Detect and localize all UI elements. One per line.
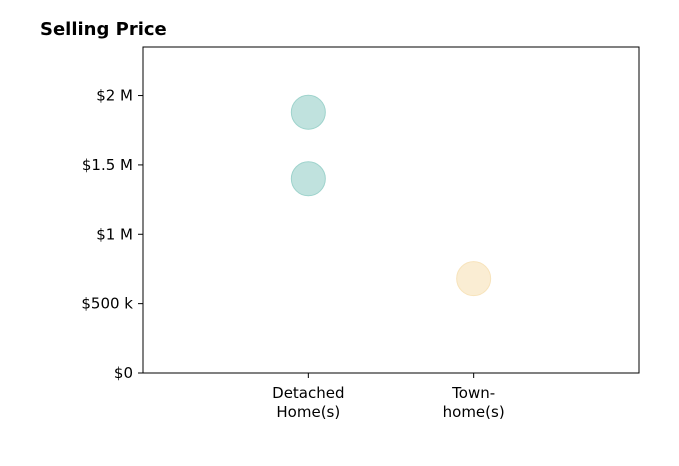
- scatter-point: [290, 94, 326, 130]
- y-axis: $0 $500 k $1 M $1.5 M $2 M: [81, 87, 143, 382]
- y-tick-label: $1.5 M: [82, 156, 133, 174]
- x-tick-label: Detached Home(s): [272, 384, 344, 421]
- x-axis: Detached Home(s) Town-home(s): [272, 373, 505, 421]
- y-tick-label: $500 k: [81, 295, 133, 313]
- data-points: [290, 94, 492, 297]
- y-tick-label: $0: [114, 364, 133, 382]
- scatter-point: [290, 161, 326, 197]
- chart-title: Selling Price: [40, 19, 167, 40]
- y-tick-label: $1 M: [96, 225, 133, 243]
- scatter-point: [456, 261, 492, 297]
- x-tick-label: Town-home(s): [443, 384, 505, 421]
- plot-area-frame: [142, 46, 640, 374]
- y-tick-label: $2 M: [96, 87, 133, 105]
